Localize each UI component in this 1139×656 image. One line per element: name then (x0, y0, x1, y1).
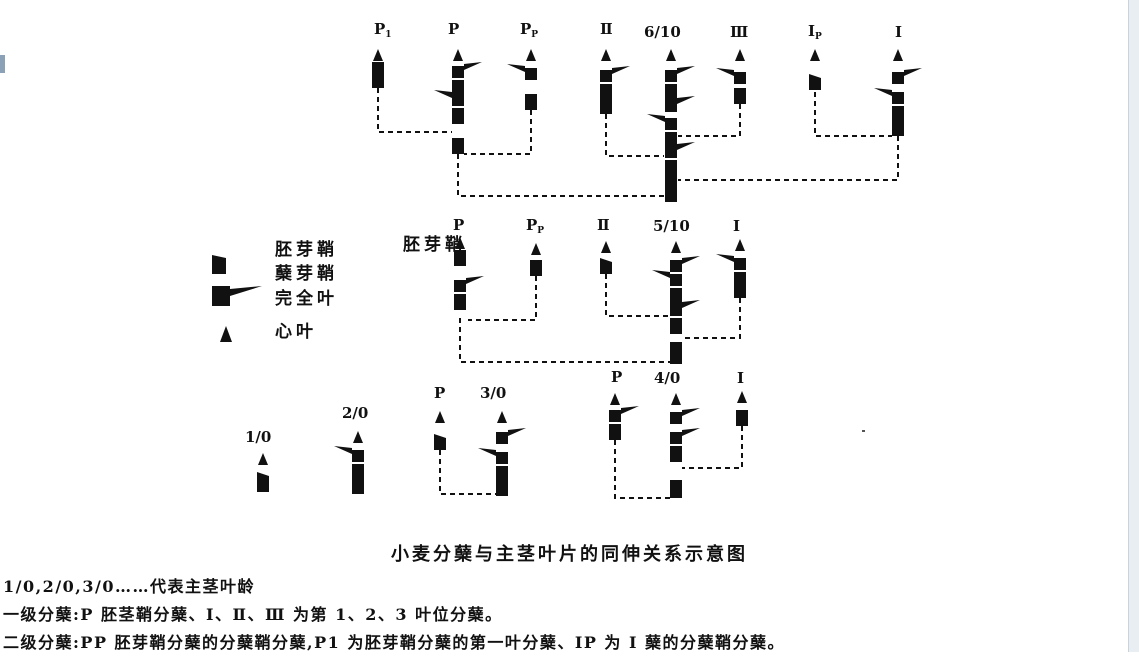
g1-plant-i (874, 49, 922, 136)
figure-caption: 小麦分蘖与主茎叶片的同伸关系示意图 (391, 544, 748, 565)
g1-label-p: P (448, 20, 459, 38)
note-leaf-age: 1/0,2/0,3/0……代表主茎叶龄 (3, 577, 255, 596)
legend: 胚芽鞘 蘖芽鞘 完全叶 心叶 (212, 239, 338, 342)
g1-label-iii: Ⅲ (730, 23, 748, 41)
g3-label-p: P (434, 384, 445, 402)
group3-links (439, 426, 743, 499)
g3-label-4-0: 4/0 (654, 369, 680, 387)
group2-labels: P PP Ⅱ 5/10 Ⅰ 胚芽鞘 (403, 216, 740, 255)
g2-label-5-10: 5/10 (653, 217, 690, 235)
legend-label-coleoptile: 胚芽鞘 (275, 239, 338, 260)
g3-label-i: Ⅰ (737, 369, 744, 387)
note-secondary-tillers: 二级分蘖:PP 胚芽鞘分蘖的分蘖鞘分蘖,P1 为胚芽鞘分蘖的第一叶分蘖、ⅠP 为… (3, 633, 786, 652)
g2-label-p: P (453, 216, 464, 234)
g3-plant-p (434, 411, 446, 450)
g3-label-2-0: 2/0 (342, 404, 368, 422)
g1-plant-main (647, 49, 695, 202)
legend-label-tiller-sheath: 蘖芽鞘 (274, 263, 338, 284)
group1-labels: P1 P PP Ⅱ 6/10 Ⅲ ⅠP Ⅰ (374, 20, 902, 42)
legend-label-full-leaf: 完全叶 (275, 288, 338, 309)
window-edge-tick (0, 55, 5, 73)
g3-plant-p-b (609, 393, 639, 440)
g3-label-p-b: P (611, 368, 622, 386)
g2-label-ii: Ⅱ (597, 216, 610, 234)
group3-plants (257, 391, 748, 498)
g2-overlay-coleoptile: 胚芽鞘 (403, 234, 466, 255)
g2-plant-p (454, 237, 484, 310)
g1-label-p1: P1 (374, 20, 392, 40)
g1-plant-ii (600, 49, 630, 114)
g2-plant-main (652, 241, 700, 364)
group2-links (459, 274, 741, 363)
g2-plant-i (716, 239, 746, 298)
g1-label-6-10: 6/10 (644, 23, 681, 41)
g1-label-pp: PP (520, 20, 538, 40)
g3-plant-4-0 (670, 393, 700, 498)
speck (862, 430, 865, 432)
g3-label-1-0: 1/0 (245, 428, 271, 446)
legend-symbol-full-leaf (212, 286, 262, 306)
g1-label-ii: Ⅱ (600, 20, 613, 38)
legend-symbol-heart-leaf (220, 326, 232, 342)
g1-plant-p (434, 49, 482, 154)
g3-plant-1-0 (257, 453, 269, 492)
group2-plants (454, 237, 746, 364)
g3-plant-2-0 (334, 431, 364, 494)
g3-label-3-0: 3/0 (480, 384, 506, 402)
window-edge-bar (1128, 0, 1139, 652)
g1-plant-pp (507, 49, 537, 110)
g3-plant-i (736, 391, 748, 426)
group1-plants (372, 49, 922, 202)
group3-labels: 1/0 2/0 P 3/0 P 4/0 Ⅰ (245, 368, 744, 446)
g3-plant-3-0 (478, 411, 526, 496)
note-primary-tillers: 一级分蘖:P 胚茎鞘分蘖、Ⅰ、Ⅱ、Ⅲ 为第 1、2、3 叶位分蘖。 (3, 605, 503, 624)
g2-plant-pp (530, 243, 542, 276)
g1-plant-p1 (372, 49, 384, 88)
legend-label-heart-leaf: 心叶 (275, 322, 317, 342)
g1-plant-iii (716, 49, 746, 104)
g2-label-i: Ⅰ (733, 217, 740, 235)
g2-plant-ii (600, 241, 612, 274)
g1-label-ip: ⅠP (808, 22, 822, 42)
g2-label-pp: PP (526, 216, 544, 236)
legend-symbol-coleoptile (212, 255, 226, 274)
g1-plant-ip (809, 49, 821, 90)
g1-label-i: Ⅰ (895, 23, 902, 41)
group1-links (377, 88, 899, 197)
